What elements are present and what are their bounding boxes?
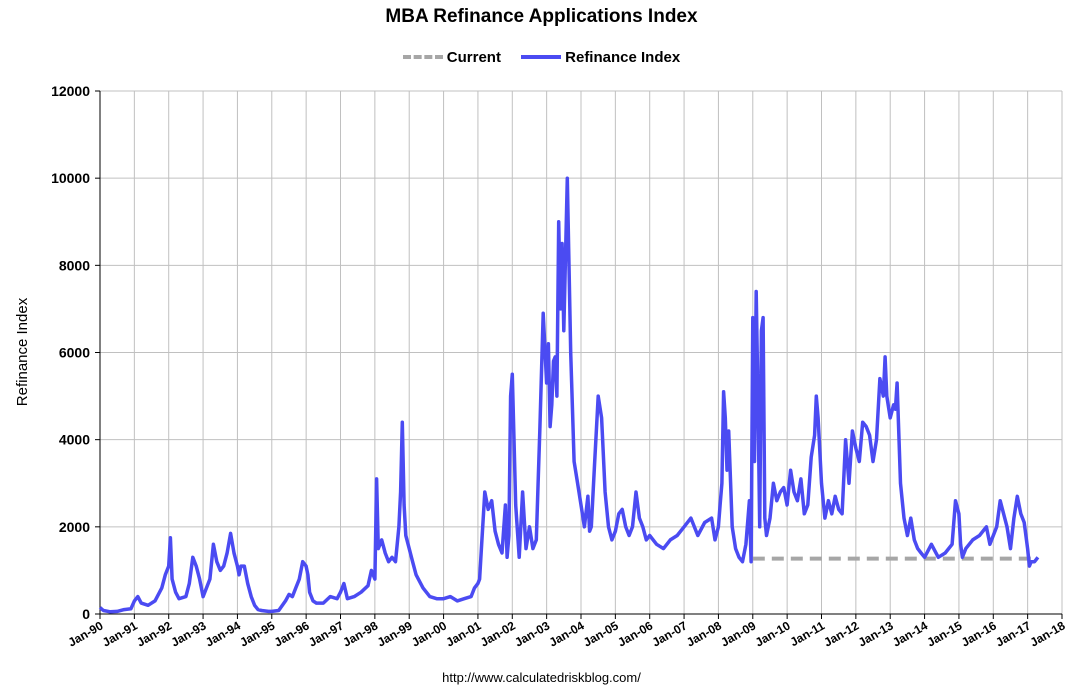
chart-title: MBA Refinance Applications Index <box>385 6 698 27</box>
y-tick-label: 2000 <box>59 519 90 535</box>
series-lines <box>98 176 1040 614</box>
y-tick-label: 8000 <box>59 257 90 273</box>
y-tick-label: 6000 <box>59 345 90 361</box>
x-tick-label: Jan-12 <box>821 618 861 649</box>
x-tick-label: Jan-96 <box>272 618 312 649</box>
y-tick-label: 0 <box>82 606 90 622</box>
x-tick-label: Jan-11 <box>788 618 828 649</box>
x-tick-label: Jan-15 <box>924 618 964 649</box>
x-tick-label: Jan-05 <box>581 618 621 649</box>
x-tick-label: Jan-17 <box>993 618 1033 649</box>
legend-item-refinance: Refinance Index <box>521 49 680 66</box>
x-tick-label: Jan-90 <box>66 618 106 649</box>
x-tick-label: Jan-00 <box>409 618 449 649</box>
x-tick-label: Jan-95 <box>237 618 277 649</box>
x-tick-label: Jan-94 <box>203 618 243 649</box>
x-tick-label: Jan-09 <box>718 618 758 649</box>
legend-label-refinance: Refinance Index <box>565 48 681 66</box>
y-tick-labels: 0 2000 4000 6000 8000 10000 12000 <box>51 83 90 622</box>
y-tick-label: 10000 <box>51 170 90 186</box>
x-tick-label: Jan-18 <box>1028 618 1068 649</box>
legend-item-current: Current <box>402 48 501 66</box>
legend-swatch-current <box>402 55 443 59</box>
axes <box>95 90 1063 619</box>
y-tick-label: 12000 <box>51 83 90 99</box>
x-tick-label: Jan-98 <box>340 618 380 649</box>
grid <box>99 90 1063 615</box>
source-url: http://www.calculatedriskblog.com/ <box>442 670 641 685</box>
x-tick-label: Jan-91 <box>100 618 140 649</box>
x-tick-label: Jan-01 <box>443 618 483 649</box>
x-tick-label: Jan-92 <box>134 618 174 649</box>
x-tick-label: Jan-03 <box>512 618 552 649</box>
x-tick-label: Jan-14 <box>890 618 930 649</box>
x-tick-label: Jan-97 <box>306 618 346 649</box>
y-axis-label: Refinance Index <box>14 297 31 406</box>
x-tick-label: Jan-16 <box>959 618 999 649</box>
x-tick-label: Jan-07 <box>650 618 690 649</box>
legend: Current Refinance Index <box>0 46 1083 66</box>
x-tick-labels: Jan-90Jan-91Jan-92Jan-93Jan-94Jan-95Jan-… <box>66 618 1068 649</box>
legend-label-current: Current <box>446 48 501 66</box>
x-tick-label: Jan-06 <box>615 618 655 649</box>
x-tick-label: Jan-93 <box>169 618 209 649</box>
x-tick-label: Jan-13 <box>856 618 896 649</box>
y-tick-label: 4000 <box>59 432 90 448</box>
x-tick-label: Jan-04 <box>547 618 587 649</box>
x-tick-label: Jan-99 <box>375 618 415 649</box>
x-tick-label: Jan-02 <box>478 618 518 649</box>
legend-swatch-refinance <box>521 55 562 59</box>
x-tick-label: Jan-10 <box>753 618 793 649</box>
series-line-refinance-index <box>98 176 1040 614</box>
x-tick-label: Jan-08 <box>684 618 724 649</box>
